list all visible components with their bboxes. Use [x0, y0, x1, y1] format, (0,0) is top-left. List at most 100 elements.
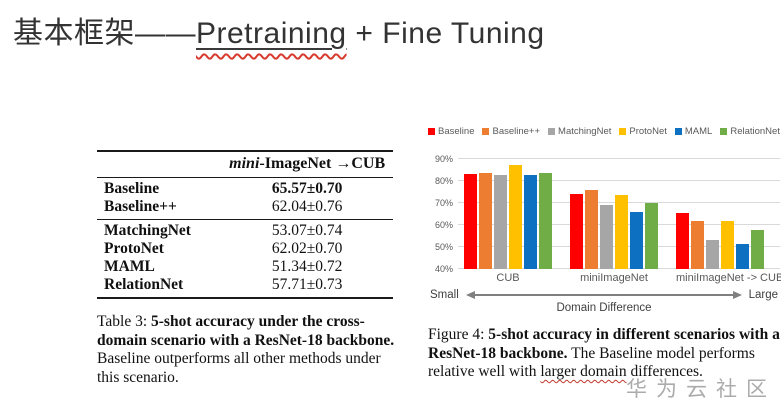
title-prefix: 基本框架——: [13, 17, 196, 50]
table-row: Baseline++ 62.04±0.76: [97, 198, 393, 216]
figure-caption-prefix: Figure 4:: [428, 326, 489, 343]
bar-relationnet: [751, 230, 764, 269]
bar-relationnet: [645, 203, 658, 269]
legend-swatch-icon: [674, 128, 682, 135]
bar-group: [570, 190, 658, 269]
bar-group: [676, 212, 764, 269]
bar-relationnet: [539, 172, 552, 269]
legend-label: RelationNet: [730, 126, 780, 137]
y-axis-tick: 70%: [434, 198, 453, 208]
page-title: 基本框架——Pretraining + Fine Tuning: [13, 8, 545, 52]
table-body: Baseline 65.57±0.70 Baseline++ 62.04±0.76 Ma…: [97, 178, 393, 297]
bar-matchingnet: [494, 174, 507, 269]
table-header-label: mini-ImageNet →CUB: [229, 155, 386, 172]
results-table: mini-ImageNet →CUB Baseline 65.57±0.70 Bas…: [97, 150, 393, 299]
bar-baseline++: [585, 190, 598, 269]
gridline: [458, 180, 780, 181]
bar-maml: [736, 244, 749, 269]
figure-caption-bold: 5-shot accuracy in different scenarios w…: [428, 326, 780, 362]
accuracy-value: 57.71±0.73: [271, 276, 343, 293]
table-row: RelationNet 57.71±0.73: [97, 276, 393, 294]
figure-caption-rest2: differences.: [626, 363, 703, 380]
accuracy-value: 62.02±0.70: [271, 240, 343, 257]
y-axis-tick: 90%: [434, 154, 453, 164]
legend-label: MatchingNet: [558, 126, 612, 137]
method-name: MAML: [104, 258, 155, 275]
axis-label-small: Small: [430, 289, 459, 301]
table-group: MatchingNet 53.07±0.74 ProtoNet 62.02±0.70 M…: [97, 219, 393, 297]
table-header-spacer: [97, 155, 221, 173]
method-name: RelationNet: [104, 276, 184, 293]
legend-swatch-icon: [548, 128, 556, 135]
y-axis-tick: 60%: [434, 220, 453, 230]
legend-item: RelationNet: [720, 126, 780, 137]
legend-label: ProtoNet: [629, 126, 667, 137]
table-row: ProtoNet 62.02±0.70: [97, 240, 393, 258]
legend-item: Baseline: [428, 126, 474, 137]
legend-swatch-icon: [619, 128, 627, 135]
method-name: MatchingNet: [104, 222, 191, 239]
bar-matchingnet: [706, 240, 719, 269]
legend-item: MatchingNet: [548, 126, 611, 137]
accuracy-value: 51.34±0.72: [271, 258, 343, 275]
watermark: 华为云社区: [626, 378, 776, 401]
title-suffix: + Fine Tuning: [346, 17, 545, 50]
bar-chart-plot: 40% 50% 60% 70% 80% 90%: [435, 147, 780, 274]
y-axis-tick: 40%: [434, 264, 453, 274]
bar-baseline: [464, 174, 477, 269]
legend-swatch-icon: [720, 128, 728, 135]
table-panel: mini-ImageNet →CUB Baseline 65.57±0.70 Bas…: [97, 150, 394, 387]
table-caption-prefix: Table 3:: [97, 313, 152, 330]
bar-protonet: [721, 220, 734, 269]
axis-label-domain-difference: Domain Difference: [556, 302, 652, 314]
figure-panel: Baseline Baseline++ MatchingNet ProtoNet MAM…: [428, 126, 781, 382]
table-row: MatchingNet 53.07±0.74: [97, 222, 393, 240]
bar-baseline: [676, 212, 689, 269]
bar-maml: [630, 212, 643, 269]
legend-label: MAML: [684, 126, 713, 137]
table-group: Baseline 65.57±0.70 Baseline++ 62.04±0.76: [97, 178, 393, 219]
accuracy-value: 62.04±0.76: [271, 198, 343, 215]
accuracy-value: 53.07±0.74: [271, 222, 343, 239]
y-axis-tick: 80%: [434, 176, 453, 186]
figure-caption-rest1: The Baseline model performs relative wel…: [428, 344, 755, 381]
bar-groups: [464, 164, 764, 269]
gridline: [458, 158, 780, 159]
bar-matchingnet: [600, 205, 613, 269]
domain-difference-axis: Small Large: [428, 289, 780, 301]
legend-item: Baseline++: [482, 126, 540, 137]
legend-swatch-icon: [428, 128, 436, 135]
category-label: CUB: [496, 272, 520, 284]
bar-maml: [524, 174, 537, 269]
double-arrow-icon: [465, 291, 742, 299]
category-label: miniImageNet: [580, 272, 648, 284]
table-row: Baseline 65.57±0.70: [97, 180, 393, 198]
legend-item: ProtoNet: [619, 126, 667, 137]
bar-group: [464, 164, 552, 269]
table-caption-bold: 5-shot accuracy under the cross-domain s…: [97, 313, 395, 349]
axis-label-large: Large: [748, 289, 778, 301]
legend-swatch-icon: [482, 128, 490, 135]
table-row: MAML 51.34±0.72: [97, 258, 393, 276]
figure-caption-wavy: larger domain: [540, 363, 627, 380]
bar-baseline++: [691, 220, 704, 269]
bar-protonet: [509, 164, 522, 269]
category-label: miniImageNet -> CUB: [676, 272, 781, 284]
figure-caption: Figure 4: 5-shot accuracy in different s…: [428, 326, 780, 382]
y-axis-tick: 50%: [434, 242, 453, 252]
legend-label: Baseline++: [492, 126, 541, 137]
bar-protonet: [615, 194, 628, 269]
table-caption-rest: Baseline outperforms all other methods u…: [97, 350, 381, 386]
method-name: Baseline: [104, 180, 160, 197]
chart-category-labels: CUB miniImageNet miniImageNet -> CUB: [458, 269, 781, 284]
table-header-row: mini-ImageNet →CUB: [97, 152, 393, 178]
title-underlined-word: Pretraining: [196, 17, 347, 50]
legend-label: Baseline: [438, 126, 475, 137]
chart-legend: Baseline Baseline++ MatchingNet ProtoNet MAM…: [428, 126, 780, 137]
bar-baseline++: [479, 172, 492, 269]
bar-baseline: [570, 193, 583, 269]
method-name: ProtoNet: [104, 240, 164, 257]
accuracy-value: 65.57±0.70: [271, 180, 343, 197]
table-caption: Table 3: 5-shot accuracy under the cross…: [97, 313, 399, 387]
legend-item: MAML: [674, 126, 713, 137]
